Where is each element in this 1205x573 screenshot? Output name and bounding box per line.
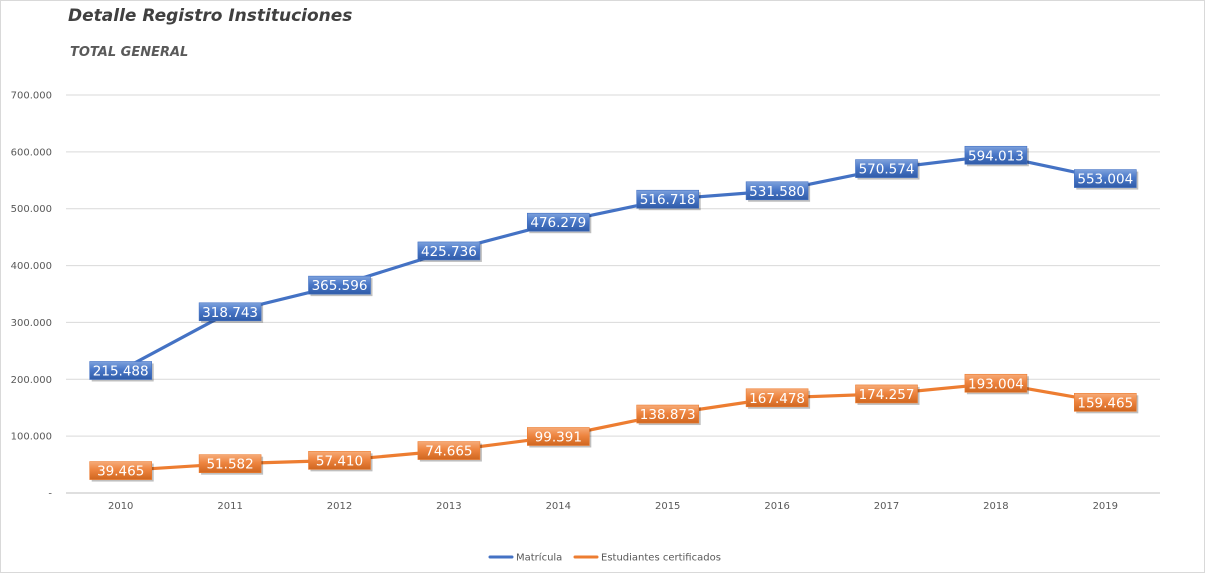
x-tick-label: 2017 bbox=[874, 501, 899, 512]
y-tick-label: - bbox=[48, 489, 52, 500]
data-label-text: 594.013 bbox=[968, 148, 1024, 164]
data-label-text: 193.004 bbox=[968, 376, 1024, 392]
gridlines bbox=[66, 94, 1160, 494]
data-label-box bbox=[964, 145, 1028, 165]
legend-item-estudiantes-certificados: Estudiantes certificados bbox=[573, 553, 721, 564]
y-tick-label: 600.000 bbox=[11, 147, 52, 158]
data-label-text: 553.004 bbox=[1077, 172, 1133, 188]
data-label-text: 516.718 bbox=[640, 192, 696, 208]
data-label-box bbox=[308, 451, 371, 470]
series-line-matricula bbox=[119, 153, 1107, 373]
x-tick-label: 2018 bbox=[983, 501, 1008, 512]
data-label-box bbox=[417, 241, 481, 261]
x-tick-label: 2012 bbox=[327, 501, 352, 512]
data-label-box bbox=[1074, 393, 1137, 412]
data-label: 174.257 bbox=[855, 384, 920, 405]
data-label: 553.004 bbox=[1074, 169, 1139, 190]
data-label: 215.488 bbox=[89, 361, 154, 382]
data-label: 531.580 bbox=[745, 181, 811, 202]
y-tick-label: 300.000 bbox=[11, 318, 52, 329]
y-tick-label: 400.000 bbox=[11, 261, 52, 272]
data-label-box bbox=[1074, 169, 1137, 188]
x-tick-label: 2019 bbox=[1093, 501, 1118, 512]
data-label: 39.465 bbox=[89, 461, 154, 482]
data-label-text: 425.736 bbox=[421, 244, 477, 260]
axes: - 100.000 200.000 300.000 400.000 500.000 600.… bbox=[11, 91, 1118, 513]
data-label-text: 74.665 bbox=[425, 444, 472, 460]
data-label-text: 570.574 bbox=[859, 162, 915, 178]
data-label: 74.665 bbox=[417, 441, 482, 462]
data-label: 594.013 bbox=[964, 145, 1029, 167]
legend-item-matricula: Matrícula bbox=[488, 552, 562, 564]
x-tick-label: 2013 bbox=[436, 501, 461, 512]
data-label: 318.743 bbox=[198, 302, 264, 323]
data-label-box bbox=[417, 441, 481, 460]
chart-title: Detalle Registro Instituciones bbox=[68, 6, 353, 26]
data-label-box bbox=[89, 461, 152, 480]
series-lines bbox=[119, 153, 1107, 473]
data-label-text: 174.257 bbox=[859, 387, 915, 403]
chart-subtitle: TOTAL GENERAL bbox=[70, 45, 189, 60]
data-label: 99.391 bbox=[526, 427, 592, 448]
data-label-text: 476.279 bbox=[530, 215, 586, 231]
data-label-text: 318.743 bbox=[202, 305, 258, 321]
data-label-box bbox=[964, 373, 1028, 393]
data-label: 51.582 bbox=[198, 454, 264, 475]
data-label: 159.465 bbox=[1074, 393, 1139, 414]
data-label: 167.478 bbox=[745, 388, 811, 409]
data-label-box bbox=[198, 302, 262, 322]
data-label-text: 159.465 bbox=[1077, 395, 1133, 411]
data-label-text: 57.410 bbox=[316, 453, 363, 469]
data-label-box bbox=[198, 454, 262, 473]
data-label: 516.718 bbox=[636, 189, 701, 211]
data-label: 193.004 bbox=[964, 373, 1029, 395]
data-label: 57.410 bbox=[308, 451, 373, 472]
data-label-box bbox=[308, 275, 371, 295]
x-tick-label: 2015 bbox=[655, 501, 680, 512]
data-label: 138.873 bbox=[636, 404, 701, 426]
data-label-box bbox=[636, 404, 700, 424]
series-line-estudiantes-certificados bbox=[119, 381, 1107, 473]
data-label-text: 167.478 bbox=[749, 391, 805, 407]
y-tick-label: 500.000 bbox=[11, 204, 52, 215]
data-label-text: 99.391 bbox=[535, 429, 582, 445]
y-tick-label: 100.000 bbox=[11, 432, 52, 443]
data-label-text: 138.873 bbox=[640, 407, 696, 423]
x-tick-label: 2011 bbox=[217, 501, 242, 512]
data-label-box bbox=[636, 189, 700, 209]
legend: Matrícula Estudiantes certificados bbox=[488, 552, 721, 564]
data-label-text: 51.582 bbox=[206, 457, 253, 473]
data-label-box bbox=[526, 427, 590, 446]
data-label: 425.736 bbox=[417, 241, 482, 262]
data-label-text: 531.580 bbox=[749, 184, 805, 200]
legend-label: Matrícula bbox=[516, 552, 562, 564]
data-label-box bbox=[745, 388, 809, 408]
data-label-text: 365.596 bbox=[312, 278, 368, 294]
data-label-box bbox=[526, 212, 590, 232]
data-label: 570.574 bbox=[855, 159, 920, 180]
y-tick-label: 700.000 bbox=[11, 91, 52, 102]
data-label-box bbox=[745, 181, 809, 201]
legend-label: Estudiantes certificados bbox=[601, 553, 721, 564]
data-labels: 215.488 318.743 365.596 425.736 476.279 516.7… bbox=[89, 145, 1139, 482]
x-tick-label: 2010 bbox=[108, 501, 133, 512]
data-label-box bbox=[855, 159, 918, 178]
data-label: 476.279 bbox=[526, 212, 592, 234]
data-label-text: 215.488 bbox=[93, 363, 149, 379]
x-tick-label: 2014 bbox=[546, 501, 571, 512]
data-label-text: 39.465 bbox=[97, 464, 144, 480]
data-label-box bbox=[855, 384, 918, 404]
data-label: 365.596 bbox=[308, 275, 373, 297]
data-label-box bbox=[89, 361, 152, 380]
x-tick-label: 2016 bbox=[764, 501, 789, 512]
y-tick-label: 200.000 bbox=[11, 375, 52, 386]
